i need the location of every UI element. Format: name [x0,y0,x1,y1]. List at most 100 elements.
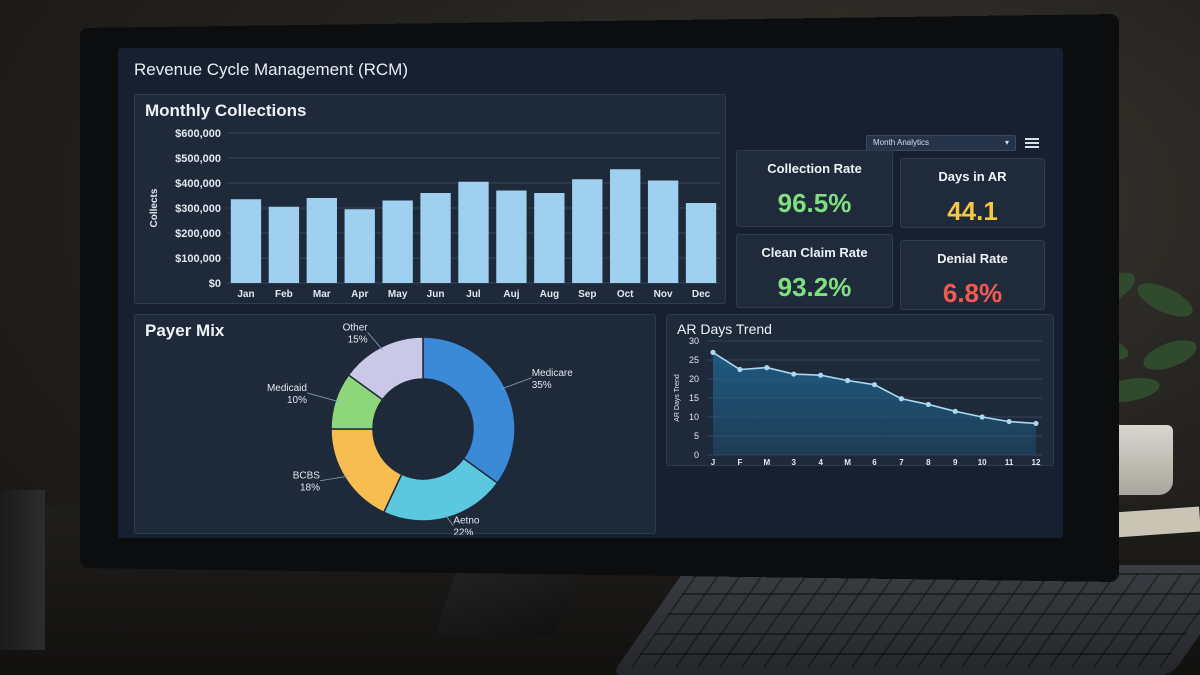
bar-dec [685,203,717,283]
slice-percent: 18% [300,483,320,494]
y-tick-label: $500,000 [175,153,221,165]
x-tick-label: J [711,458,715,467]
slice-label: BCBS [293,471,321,482]
ar-point [871,382,878,388]
y-tick-label: $400,000 [175,178,221,190]
y-tick-label: 15 [689,393,699,403]
x-tick-label: Aug [540,289,559,300]
slice-other [347,336,424,401]
y-tick-label: 0 [694,450,699,460]
bar-oct [610,169,641,283]
bar-sep [572,179,603,283]
slice-medicare [422,336,516,485]
ar-point [1006,418,1012,425]
slice-label: Aetno [453,516,480,527]
bar-feb [268,206,300,283]
view-select-value: Month Analytics [873,138,930,147]
y-tick-label: 25 [689,355,699,365]
pen-holder [0,490,45,650]
y-tick-label: 10 [689,412,699,422]
x-tick-label: M [763,458,770,467]
view-select[interactable]: Month Analytics ▾ [866,135,1016,151]
x-tick-label: 8 [926,458,931,467]
x-tick-label: 6 [872,458,877,467]
bar-jul [458,181,489,283]
ar-area [713,352,1036,455]
x-tick-label: Nov [654,289,673,300]
y-tick-label: $600,000 [175,128,221,140]
x-tick-label: Mar [313,289,331,300]
x-tick-label: Oct [617,289,634,300]
x-tick-label: 12 [1032,458,1041,467]
monthly-collections-chart: $0 $100,000 $200,000 $300,000 $400,000 $500,0… [149,128,720,300]
slice-leader-line [306,392,340,403]
y-tick-label: 30 [689,336,699,346]
x-tick-label: 11 [1005,458,1014,467]
kpi-value: 96.5% [777,188,852,218]
x-tick-label: 3 [792,458,797,467]
payer-mix-panel: Payer Mix Medicare 35% Aetno 22% BCBS 18% Medi… [134,314,656,535]
y-tick-label: 20 [689,374,699,384]
bar-may [382,200,413,283]
bar-jan [230,199,262,283]
ar-point [979,414,985,420]
x-tick-label: Jan [237,289,254,300]
bar-aug [534,193,565,283]
x-tick-label: Apr [351,289,368,300]
x-tick-label: 10 [978,458,987,467]
panel-title: AR Days Trend [677,321,772,337]
chevron-down-icon: ▾ [1004,138,1009,147]
ar-point [737,366,743,373]
y-axis-label: AR Days Trend [674,374,681,422]
app-title: Revenue Cycle Management (RCM) [134,60,408,79]
kpi-collection-rate: Collection Rate 96.5% [736,150,893,227]
x-tick-label: Feb [275,289,293,300]
x-tick-label: Jun [427,289,445,300]
kpi-label: Clean Claim Rate [761,245,868,260]
panel-title: Monthly Collections [145,101,307,120]
x-tick-label: Jul [466,289,481,300]
slice-leader-line [444,513,454,526]
kpi-days-in-ar: Days in AR 44.1 [900,158,1045,228]
slice-leader-line [501,377,532,390]
y-tick-label: 5 [694,431,699,441]
slice-label: Medicaid [267,383,307,394]
ar-point [952,408,958,414]
bar-mar [306,198,337,283]
slice-label: Other [343,322,369,333]
x-tick-label: 9 [953,458,958,467]
ar-point [1033,420,1039,427]
ar-point [844,377,851,384]
bar-apr [344,209,375,283]
slice-percent: 22% [453,528,473,535]
y-tick-label: $300,000 [175,203,221,215]
bar-nov [647,180,679,283]
ar-point [898,396,905,402]
slice-leader-line [319,475,349,482]
bar-jun [420,193,451,283]
slice-leader-line [367,332,384,351]
bar-auj [496,190,527,283]
slice-percent: 15% [348,334,368,345]
x-tick-label: F [737,458,742,467]
kpi-value: 93.2% [777,272,852,302]
kpi-label: Denial Rate [937,251,1008,266]
x-tick-label: Dec [692,289,711,300]
ar-point [818,372,824,378]
dashboard-screen: Revenue Cycle Management (RCM) Month Ana… [118,48,1063,538]
x-tick-label: Auj [503,289,519,300]
slice-label: Medicare [532,368,574,379]
y-axis-label: Collects [149,188,160,227]
x-tick-label: 4 [818,458,823,467]
x-tick-label: 7 [899,458,904,467]
monthly-collections-panel: Monthly Collections $0 $100,000 $200,000 $3… [134,94,726,304]
x-tick-label: Sep [578,289,596,300]
hamburger-menu-icon[interactable] [1024,136,1040,150]
y-tick-label: $0 [209,278,221,290]
slice-percent: 10% [287,395,307,406]
ar-days-trend-chart: 0 5 10 15 20 25 30 AR Days Trend J F M 3 4 M 6 7 8 9 10 11 1… [674,336,1042,467]
ar-point [791,371,797,377]
ar-point [764,365,770,371]
x-tick-label: M [844,458,851,467]
